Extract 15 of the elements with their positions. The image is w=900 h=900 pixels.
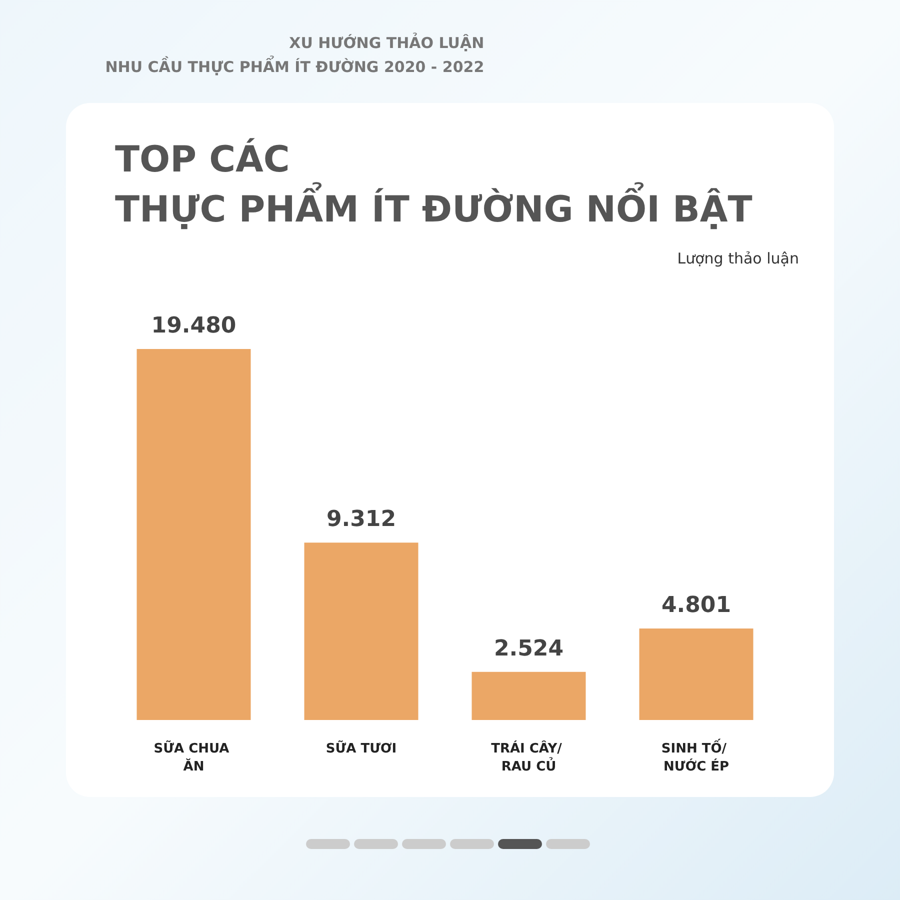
- bar: [304, 542, 418, 720]
- x-tick-label: SỮA TƯƠI: [326, 740, 397, 756]
- x-tick-label: TRÁI CÂY/ RAU CỦ: [491, 740, 566, 774]
- bar: [639, 628, 754, 720]
- text: Lượng thảo luận: [677, 250, 800, 268]
- bar: [472, 672, 586, 720]
- chart-title: TOP CÁC THỰC PHẨM ÍT ĐƯỜNG NỔI BẬT: [115, 138, 753, 230]
- x-tick-label: SỮA CHUA ĂN: [154, 740, 234, 774]
- chart-subtitle: XU HƯỚNG THẢO LUẬN NHU CẦU THỰC PHẨM ÍT ĐƯỜNG 2020 - 2022: [105, 32, 484, 76]
- data-label: 2.524: [494, 636, 564, 662]
- data-label: 4.801: [661, 593, 732, 618]
- x-tick-label: SINH TỐ/ NƯỚC ÉP: [661, 738, 732, 774]
- data-label: 19.480: [151, 313, 236, 338]
- bar: [136, 348, 251, 720]
- data-label: 9.312: [326, 507, 396, 532]
